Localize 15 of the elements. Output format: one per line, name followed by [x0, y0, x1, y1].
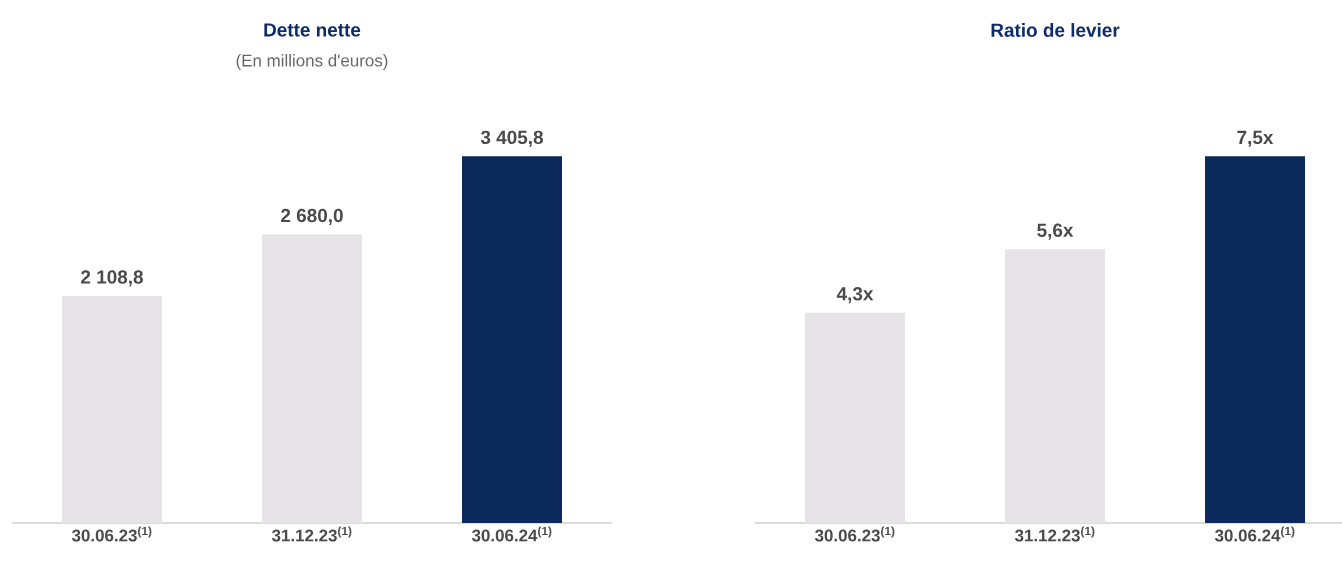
data-label: 4,3x — [836, 287, 874, 304]
chart-title: Ratio de levier — [991, 23, 1120, 37]
data-label: 2 680,0 — [281, 208, 343, 225]
x-tick-label: 30.06.24$^{(1)}$ — [471, 526, 552, 542]
data-label: 2 108,8 — [81, 270, 143, 287]
x-tick-label: 31.12.23$^{(1)}$ — [1014, 526, 1095, 542]
chart-subtitle: (En millions d'euros) — [236, 54, 388, 70]
data-label: 3 405,8 — [480, 130, 543, 147]
chart-title: Dette nette — [264, 23, 361, 37]
data-label: 7,5x — [1237, 130, 1274, 147]
x-tick-label: 30.06.23$^{(1)}$ — [814, 526, 895, 542]
data-label: 5,6x — [1037, 223, 1074, 240]
x-tick-label: 30.06.23$^{(1)}$ — [71, 526, 152, 542]
x-tick-label: 31.12.23$^{(1)}$ — [271, 526, 352, 542]
x-tick-label: 30.06.24$^{(1)}$ — [1214, 526, 1295, 542]
